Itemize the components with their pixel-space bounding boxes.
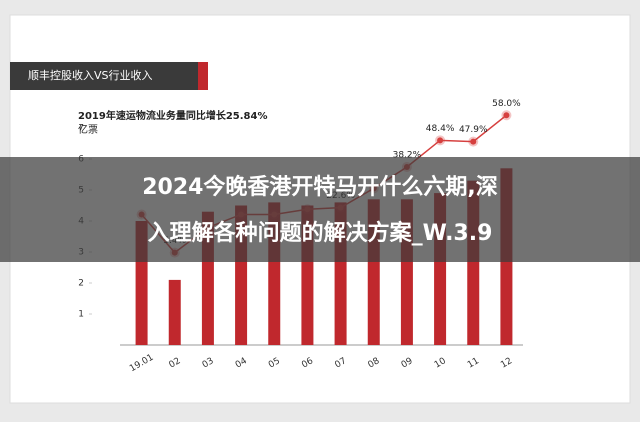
header-accent [198, 62, 208, 90]
y-tick-label: 1 [78, 310, 84, 320]
header-bar [10, 62, 202, 90]
y-tick-label: 2 [78, 279, 84, 289]
x-tick-label: 07 [333, 356, 348, 370]
x-tick-label: 03 [201, 356, 216, 370]
value-label: 47.9% [459, 125, 488, 135]
subtitle: 2019年速运物流业务量同比增长25.84% [78, 109, 267, 122]
point [470, 138, 477, 145]
point [503, 112, 510, 119]
x-tick-label: 12 [499, 356, 514, 370]
value-label: 48.4% [426, 124, 455, 134]
chart-title: 顺丰控股收入VS行业收入 [28, 68, 153, 82]
y-axis-label: 亿票 [78, 123, 98, 136]
y-tick-label: 7 [78, 124, 84, 134]
overlay-banner [0, 157, 640, 262]
overlay-text: 入理解各种问题的解决方案_W.3.9 [148, 220, 493, 246]
x-tick-label: 02 [168, 356, 183, 370]
bar [168, 279, 181, 345]
point [437, 137, 444, 144]
x-tick-label: 05 [267, 356, 282, 370]
x-tick-label: 11 [466, 356, 481, 370]
value-label: 58.0% [492, 99, 521, 109]
overlay-text: 2024今晚香港开特马开什么六期,深 [142, 174, 498, 200]
value-label: 38.2% [393, 150, 422, 160]
